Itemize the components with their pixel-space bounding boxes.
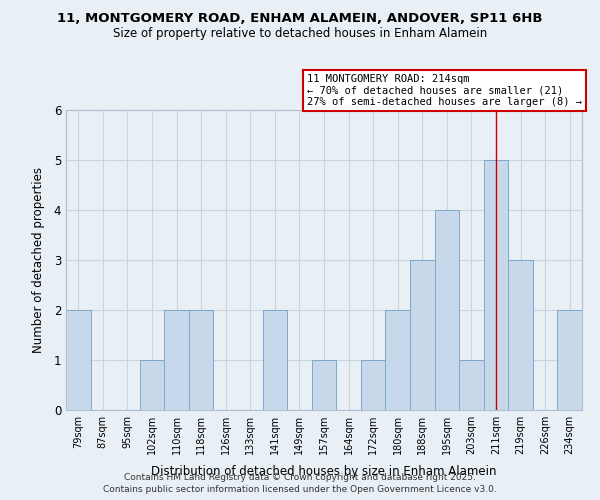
Bar [140,360,164,410]
Bar [66,310,91,410]
Bar [459,360,484,410]
Text: Contains HM Land Registry data © Crown copyright and database right 2025.: Contains HM Land Registry data © Crown c… [124,473,476,482]
Bar [484,160,508,410]
Text: Contains public sector information licensed under the Open Government Licence v3: Contains public sector information licen… [103,484,497,494]
Bar [361,360,385,410]
Bar [410,260,434,410]
Bar [189,310,214,410]
Bar [385,310,410,410]
Bar [164,310,189,410]
Text: 11, MONTGOMERY ROAD, ENHAM ALAMEIN, ANDOVER, SP11 6HB: 11, MONTGOMERY ROAD, ENHAM ALAMEIN, ANDO… [57,12,543,26]
Bar [508,260,533,410]
Bar [434,210,459,410]
Y-axis label: Number of detached properties: Number of detached properties [32,167,46,353]
X-axis label: Distribution of detached houses by size in Enham Alamein: Distribution of detached houses by size … [151,466,497,478]
Text: Size of property relative to detached houses in Enham Alamein: Size of property relative to detached ho… [113,28,487,40]
Bar [557,310,582,410]
Text: 11 MONTGOMERY ROAD: 214sqm
← 70% of detached houses are smaller (21)
27% of semi: 11 MONTGOMERY ROAD: 214sqm ← 70% of deta… [307,74,582,107]
Bar [263,310,287,410]
Bar [312,360,336,410]
